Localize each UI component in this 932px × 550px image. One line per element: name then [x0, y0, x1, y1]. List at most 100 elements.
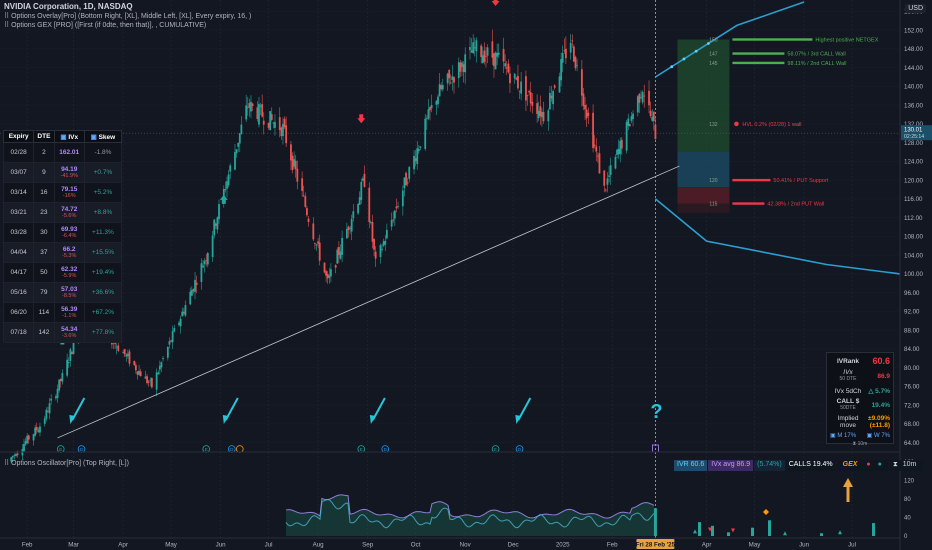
- candle-body: [270, 114, 273, 120]
- signal-arrow-head-icon: [369, 415, 376, 424]
- candle-body: [235, 149, 238, 154]
- candle-body: [435, 100, 438, 105]
- candle-body: [451, 76, 454, 80]
- pill-pct: (5.74%): [754, 460, 785, 471]
- candle-body: [136, 371, 139, 375]
- candle-body: [358, 197, 361, 205]
- stat-call: CALL $50DTE 19.4%: [836, 398, 890, 411]
- candle-body: [112, 342, 115, 344]
- candle-body: [37, 429, 40, 433]
- candle-body: [483, 50, 486, 62]
- candle-body: [318, 242, 321, 261]
- candle-body: [194, 279, 196, 292]
- candle-body: [56, 388, 59, 399]
- candle-body: [218, 204, 220, 220]
- zone-level-label: 145: [709, 61, 718, 67]
- event-letter: D: [230, 447, 234, 452]
- candle-body: [35, 426, 38, 431]
- price-tick-label: 148.00: [904, 46, 923, 53]
- osc-area: [286, 495, 656, 536]
- skew-cell: +15.5%: [83, 242, 123, 263]
- candle-body: [200, 263, 203, 282]
- candle-body: [15, 454, 17, 456]
- stat-m-w: ▣ M 17% ▣ W 7%: [830, 433, 890, 439]
- stats-panel: IVRank 60.6 IVx 50 DTE 86.9 IVx 5dCh △ 5.…: [826, 352, 894, 447]
- candle-body: [117, 345, 120, 351]
- buy-arrow-icon: [219, 194, 228, 204]
- candle-body: [382, 241, 385, 246]
- candle-body: [66, 359, 69, 376]
- osc-up-triangle-icon: [783, 531, 787, 536]
- col-skew: ▣ Skew: [83, 130, 123, 143]
- dte-cell: 50: [33, 262, 55, 283]
- candle-body: [139, 371, 142, 377]
- gex-call-zone: [677, 39, 730, 152]
- price-tick-label: 68.00: [904, 421, 920, 428]
- expiry-row: 03/21 23 74.72 -5.6% +8.8%: [2, 202, 123, 223]
- candle-body: [619, 140, 622, 155]
- expiry-cell: 03/07: [2, 162, 35, 183]
- candle-body: [24, 441, 27, 445]
- stat-ivr: IVRank 60.6: [836, 356, 890, 366]
- candle-body: [652, 111, 655, 122]
- candle-body: [374, 251, 377, 259]
- candle-body: [32, 434, 35, 441]
- chart-title: NVIDIA Corporation, 1D, NASDAQ: [4, 2, 133, 11]
- candle-body: [170, 340, 172, 342]
- candle-body: [304, 196, 307, 207]
- candle-body: [283, 118, 286, 128]
- candle-body: [397, 206, 399, 208]
- candle-body: [531, 101, 534, 106]
- stat-implied-move: Implied move ±9.09% (±11.8): [837, 415, 890, 429]
- zone-level-label: 150: [709, 38, 718, 44]
- indicator-options-gex[interactable]: ⠿ Options GEX [PRO] ([First (if 0dte, th…: [4, 22, 207, 29]
- expiry-cell: 02/28: [2, 142, 35, 163]
- candle-body: [240, 124, 243, 134]
- candle-body: [429, 106, 431, 111]
- candle-body: [464, 54, 467, 73]
- osc-tick-label: 40: [904, 516, 911, 522]
- implied-move-dot: [694, 49, 698, 53]
- ivx-cell: 57.03 -8.5%: [53, 282, 85, 303]
- candle-body: [267, 122, 270, 128]
- candle-body: [45, 409, 48, 419]
- currency-label[interactable]: USD: [905, 4, 926, 13]
- candle-body: [58, 379, 61, 391]
- candle-body: [128, 351, 131, 364]
- candle-body: [393, 210, 396, 219]
- stat-ivx: IVx 50 DTE 86.9: [839, 369, 890, 382]
- candle-body: [416, 148, 419, 164]
- candle-body: [50, 398, 53, 401]
- candle-body: [368, 187, 371, 223]
- candle-body: [609, 165, 612, 175]
- col-expiry: Expiry: [2, 130, 35, 143]
- signal-arrow-head-icon: [222, 415, 229, 424]
- osc-bar-current: [653, 508, 657, 536]
- pill-ivr: IVR 60.6: [674, 460, 708, 471]
- candle-body: [280, 127, 283, 137]
- candle-body: [339, 251, 342, 259]
- candle-body: [146, 376, 148, 384]
- price-tick-label: 96.00: [904, 290, 920, 297]
- candle-body: [350, 218, 353, 232]
- dte-cell: 2: [33, 142, 55, 163]
- ivx-cell: 162.01: [53, 142, 85, 163]
- candle-body: [481, 55, 484, 64]
- zone-level-label: 115: [709, 202, 717, 208]
- candle-body: [430, 105, 433, 109]
- oscillator-title[interactable]: ⠿ Options Oscillator[Pro] (Top Right, [L…: [4, 460, 129, 467]
- candle-body: [149, 379, 152, 381]
- candle-body: [216, 217, 219, 230]
- indicator-options-overlay[interactable]: ⠿ Options Overlay[Pro] (Bottom Right, [X…: [4, 13, 252, 20]
- candle-body: [614, 156, 617, 169]
- candle-body: [182, 311, 185, 314]
- candle-body: [405, 172, 407, 186]
- candle-body: [526, 94, 529, 96]
- candle-body: [312, 223, 315, 240]
- gex-level-label: 50.41% / PUT Support: [773, 178, 828, 184]
- gex-arrow-head-icon: [843, 478, 853, 487]
- candle-body: [147, 381, 150, 383]
- candle-body: [457, 62, 460, 79]
- implied-move-lower: [654, 198, 901, 275]
